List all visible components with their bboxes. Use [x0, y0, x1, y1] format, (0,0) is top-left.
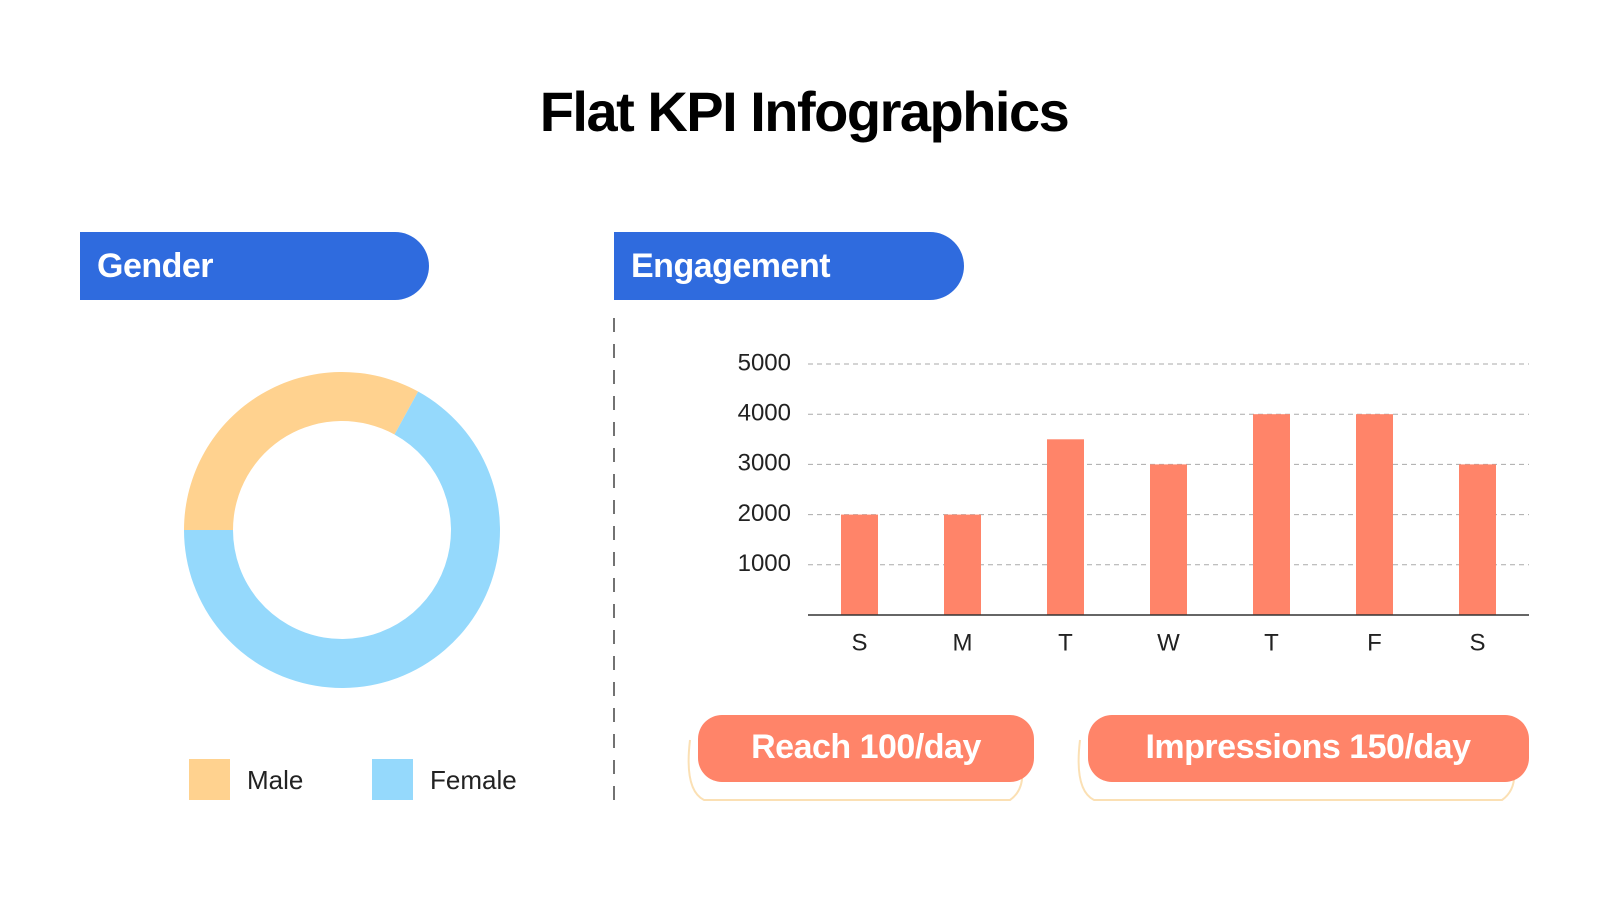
- kpi-text: Impressions 150/day: [1145, 728, 1471, 766]
- donut-slice: [184, 371, 419, 530]
- bar: [841, 514, 878, 615]
- bar: [1459, 464, 1496, 615]
- x-tick-label: T: [1058, 629, 1073, 656]
- bar: [1150, 464, 1187, 615]
- engagement-title: Engagement: [631, 247, 830, 285]
- gender-header: [80, 232, 429, 300]
- y-tick-label: 4000: [738, 400, 791, 427]
- x-tick-label: T: [1264, 629, 1279, 656]
- kpi-text: Reach 100/day: [751, 728, 981, 766]
- y-tick-label: 5000: [738, 349, 791, 376]
- x-tick-label: S: [851, 629, 867, 656]
- kpi-shadow: [1077, 739, 1516, 801]
- donut-slice: [184, 391, 500, 688]
- bar: [1356, 414, 1393, 615]
- y-tick-label: 2000: [738, 500, 791, 527]
- kpi-pill: [1088, 715, 1529, 782]
- legend-label: Male: [247, 765, 303, 795]
- y-tick-label: 1000: [738, 550, 791, 577]
- bar: [1253, 414, 1290, 615]
- x-tick-label: S: [1469, 629, 1485, 656]
- legend-swatch: [372, 759, 413, 800]
- kpi-pill: [698, 715, 1034, 782]
- y-tick-label: 3000: [738, 450, 791, 477]
- x-tick-label: F: [1367, 629, 1382, 656]
- bar: [944, 514, 981, 615]
- legend-label: Female: [430, 765, 517, 795]
- kpi-shadow: [687, 739, 1024, 801]
- gender-title: Gender: [97, 247, 213, 285]
- bar: [1047, 439, 1084, 615]
- x-tick-label: W: [1157, 629, 1180, 656]
- engagement-header: [614, 232, 964, 300]
- legend-swatch: [189, 759, 230, 800]
- x-tick-label: M: [953, 629, 973, 656]
- slide-title: Flat KPI Infographics: [540, 80, 1069, 143]
